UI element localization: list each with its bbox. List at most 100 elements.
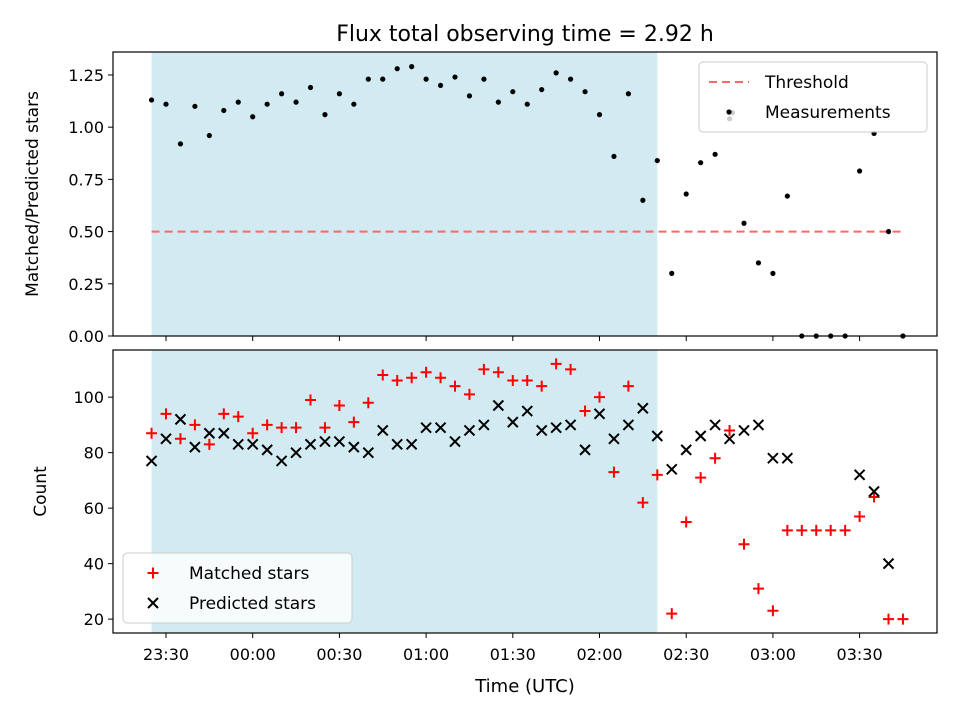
data-point — [752, 419, 765, 431]
x-tick-label: 00:30 — [316, 645, 362, 664]
data-point — [564, 419, 577, 431]
data-point — [235, 99, 241, 105]
data-point — [651, 469, 663, 481]
legend-entry-label: Matched stars — [189, 564, 309, 584]
data-point — [348, 441, 360, 453]
legend-entry-label: Predicted stars — [189, 594, 316, 614]
data-point — [723, 433, 736, 445]
y-tick-label: 40 — [84, 555, 104, 574]
legend: Matched stars Predicted stars — [122, 552, 353, 624]
data-point — [568, 76, 574, 82]
data-point — [423, 76, 429, 82]
data-point — [683, 191, 689, 197]
data-point — [755, 260, 762, 266]
x-tick-label: 02:30 — [663, 645, 709, 664]
chart-title: Flux total observing time = 2.92 h — [336, 22, 714, 47]
data-point — [608, 433, 620, 445]
data-point — [304, 438, 317, 451]
data-point — [463, 424, 476, 437]
data-point — [146, 427, 158, 439]
data-point — [203, 438, 215, 450]
data-point — [348, 416, 360, 428]
y-tick-label: 0.50 — [68, 223, 104, 242]
data-point — [637, 402, 649, 414]
data-point — [177, 141, 184, 147]
data-point — [264, 101, 270, 107]
data-point — [539, 86, 545, 93]
data-point — [637, 497, 649, 509]
data-point — [437, 82, 444, 89]
data-point — [232, 438, 244, 451]
data-point — [666, 608, 678, 620]
data-point — [784, 193, 790, 199]
data-point — [463, 388, 475, 400]
data-point — [524, 101, 530, 107]
data-point — [565, 363, 577, 375]
data-point — [724, 424, 736, 436]
data-point — [305, 394, 316, 406]
data-point — [232, 411, 244, 423]
y-tick-label: 60 — [84, 499, 104, 518]
data-point — [160, 408, 172, 420]
data-point — [307, 84, 314, 91]
data-point — [319, 435, 331, 448]
data-point — [738, 538, 750, 550]
legend-marker-swatch — [147, 597, 159, 609]
data-point — [698, 160, 704, 166]
y-tick-label: 0.25 — [68, 275, 104, 294]
data-point — [553, 70, 559, 76]
x-tick-label: 02:00 — [576, 645, 622, 664]
data-point — [174, 413, 187, 426]
data-point — [596, 112, 603, 118]
data-point — [221, 107, 227, 114]
data-point — [145, 455, 158, 467]
data-point — [767, 452, 779, 464]
data-point — [654, 157, 660, 164]
data-point — [261, 419, 273, 431]
data-point — [651, 430, 664, 442]
data-point — [449, 435, 461, 448]
data-point — [622, 380, 634, 392]
y-tick-label: 20 — [84, 610, 104, 629]
data-point — [218, 427, 230, 439]
shaded-observing-interval — [151, 52, 658, 336]
data-point — [694, 430, 707, 442]
data-point — [466, 93, 473, 99]
series-matched-stars — [146, 358, 909, 625]
data-point — [666, 463, 678, 476]
x-tick-label: 01:00 — [403, 645, 449, 664]
data-point — [420, 421, 432, 434]
data-point — [394, 66, 400, 72]
data-point — [810, 524, 822, 536]
axes-frame — [112, 349, 938, 634]
y-tick-label: 100 — [73, 388, 104, 407]
data-point — [741, 220, 747, 226]
data-point — [492, 366, 504, 378]
bottom-panel-counts: 20 40 60 80 100 23:30 00:00 00:30 01:00 01:30 02:0… — [31, 349, 938, 664]
data-point — [492, 399, 505, 412]
x-tick-label: 23:30 — [143, 645, 189, 664]
data-point — [625, 91, 632, 97]
data-point — [481, 76, 487, 82]
data-point — [279, 91, 285, 97]
data-point — [536, 380, 548, 392]
data-point — [434, 421, 447, 434]
data-point — [351, 101, 357, 107]
data-point — [336, 91, 342, 97]
legend-entry-label: Measurements — [765, 103, 891, 123]
data-point — [322, 112, 328, 118]
data-point — [391, 438, 403, 451]
data-point — [579, 444, 591, 456]
data-point — [521, 375, 533, 387]
data-point — [218, 408, 230, 420]
data-point — [680, 516, 692, 528]
data-point — [669, 270, 675, 276]
x-tick-label: 03:30 — [837, 645, 883, 664]
data-point — [857, 168, 863, 174]
data-point — [319, 422, 331, 434]
data-point — [293, 99, 299, 105]
data-point — [868, 491, 880, 503]
data-point — [883, 613, 894, 625]
data-point — [781, 524, 793, 536]
y-tick-label: 80 — [84, 444, 104, 463]
